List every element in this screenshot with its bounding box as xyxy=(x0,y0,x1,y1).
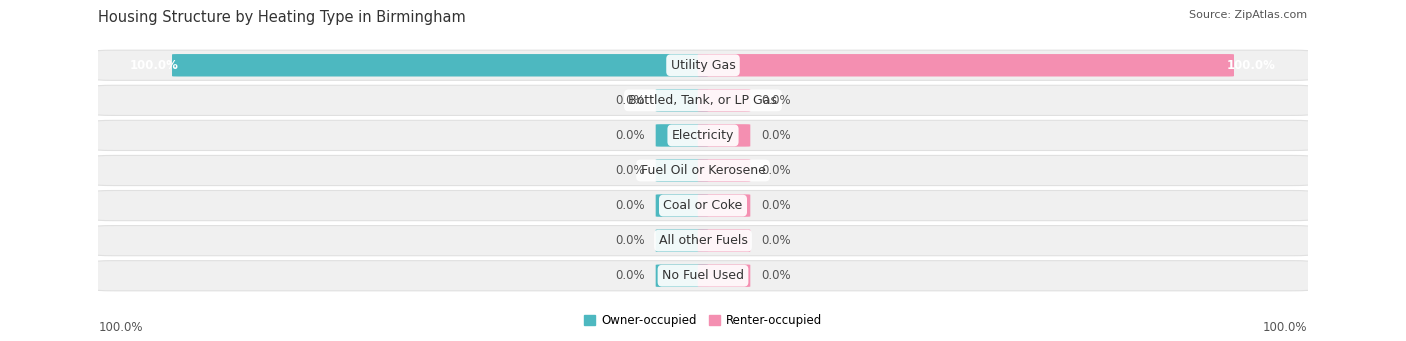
Text: 0.0%: 0.0% xyxy=(761,234,790,247)
Text: 0.0%: 0.0% xyxy=(616,199,645,212)
FancyBboxPatch shape xyxy=(697,89,751,112)
FancyBboxPatch shape xyxy=(93,50,1313,80)
Text: Electricity: Electricity xyxy=(672,129,734,142)
FancyBboxPatch shape xyxy=(697,124,751,147)
Text: 0.0%: 0.0% xyxy=(616,164,645,177)
Text: Coal or Coke: Coal or Coke xyxy=(664,199,742,212)
Text: Fuel Oil or Kerosene: Fuel Oil or Kerosene xyxy=(641,164,765,177)
Text: Bottled, Tank, or LP Gas: Bottled, Tank, or LP Gas xyxy=(628,94,778,107)
FancyBboxPatch shape xyxy=(655,194,709,217)
FancyBboxPatch shape xyxy=(93,191,1313,221)
Text: Source: ZipAtlas.com: Source: ZipAtlas.com xyxy=(1189,10,1308,20)
Text: 100.0%: 100.0% xyxy=(98,321,143,334)
FancyBboxPatch shape xyxy=(655,229,709,252)
Text: 100.0%: 100.0% xyxy=(129,59,179,72)
Text: 0.0%: 0.0% xyxy=(761,199,790,212)
Text: 0.0%: 0.0% xyxy=(761,164,790,177)
Text: No Fuel Used: No Fuel Used xyxy=(662,269,744,282)
FancyBboxPatch shape xyxy=(655,159,709,182)
Text: 100.0%: 100.0% xyxy=(1263,321,1308,334)
Text: All other Fuels: All other Fuels xyxy=(658,234,748,247)
Text: 0.0%: 0.0% xyxy=(761,269,790,282)
Text: Utility Gas: Utility Gas xyxy=(671,59,735,72)
Text: 0.0%: 0.0% xyxy=(616,94,645,107)
Legend: Owner-occupied, Renter-occupied: Owner-occupied, Renter-occupied xyxy=(579,309,827,332)
FancyBboxPatch shape xyxy=(93,225,1313,256)
FancyBboxPatch shape xyxy=(697,265,751,287)
Text: 0.0%: 0.0% xyxy=(616,234,645,247)
FancyBboxPatch shape xyxy=(655,265,709,287)
Text: 100.0%: 100.0% xyxy=(1227,59,1277,72)
FancyBboxPatch shape xyxy=(697,229,751,252)
Text: Housing Structure by Heating Type in Birmingham: Housing Structure by Heating Type in Bir… xyxy=(98,10,467,25)
Text: 0.0%: 0.0% xyxy=(616,269,645,282)
Text: 0.0%: 0.0% xyxy=(616,129,645,142)
Text: 0.0%: 0.0% xyxy=(761,129,790,142)
FancyBboxPatch shape xyxy=(655,124,709,147)
FancyBboxPatch shape xyxy=(93,120,1313,150)
FancyBboxPatch shape xyxy=(697,194,751,217)
FancyBboxPatch shape xyxy=(697,159,751,182)
FancyBboxPatch shape xyxy=(655,89,709,112)
FancyBboxPatch shape xyxy=(93,155,1313,186)
FancyBboxPatch shape xyxy=(93,85,1313,116)
Text: 0.0%: 0.0% xyxy=(761,94,790,107)
FancyBboxPatch shape xyxy=(93,261,1313,291)
FancyBboxPatch shape xyxy=(172,54,709,76)
FancyBboxPatch shape xyxy=(697,54,1234,76)
